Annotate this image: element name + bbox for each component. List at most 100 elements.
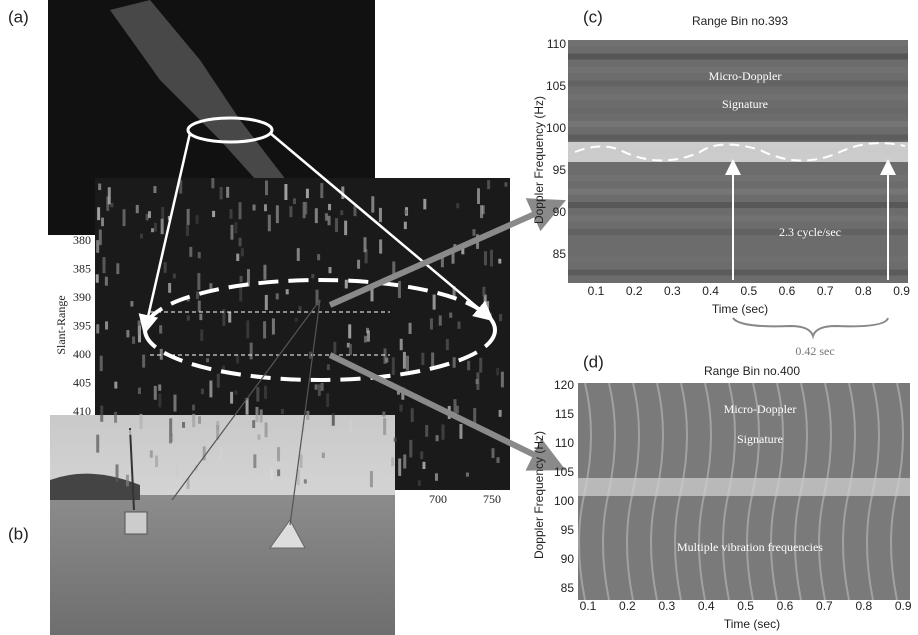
speckle [442,425,445,440]
speckle [255,407,258,422]
panel-label: (a) [8,7,29,26]
speckle [250,343,253,360]
speckle [479,358,482,373]
speckle [236,355,239,364]
x-tick-label: 0.2 [626,284,643,298]
band [568,40,908,46]
x-tick-label: 0.7 [817,284,834,298]
photo [50,415,395,635]
speckle [398,458,401,475]
speckle [105,277,108,286]
speckle [230,225,233,240]
speckle [160,349,163,360]
speckle [256,387,259,401]
speckle [404,222,407,229]
speckle [239,238,242,247]
speckle [315,384,318,389]
speckle [246,320,249,338]
speckle [326,393,329,407]
speckle [491,448,494,458]
speckle [220,187,223,199]
x-tick-label: 750 [483,492,501,506]
speckle [99,230,102,246]
y-tick-label: 95 [561,523,575,537]
speckle [430,318,433,329]
y-tick-label: 90 [553,205,567,219]
speckle [212,211,215,217]
y-tick-label: 115 [555,407,574,421]
speckle [446,339,449,350]
speckle [199,314,202,320]
speckle [108,187,111,204]
axis-label: Time (sec) [712,302,768,316]
speckle [487,180,490,189]
speckle [114,412,117,423]
figure: (a) (b) (c) (d) Slant-Range Range Bin no… [0,0,918,635]
speckle [382,412,385,417]
speckle [211,178,214,188]
speckle [142,355,145,368]
speckle [335,218,338,232]
speckle [484,251,487,265]
band [568,256,908,262]
speckle [289,206,292,217]
band [568,216,908,222]
speckle [197,273,200,290]
speckle [477,188,480,204]
speckle [140,234,143,239]
speckle [97,207,100,220]
x-tick-label: 0.1 [580,599,597,613]
speckle [379,239,382,253]
speckle [105,321,108,329]
speckle [498,259,501,264]
speckle [253,454,256,468]
speckle [322,453,325,458]
speckle [176,463,179,478]
speckle [433,295,436,310]
speckle [268,215,271,232]
band [568,243,908,249]
band [568,189,908,195]
y-tick-label: 90 [561,552,575,566]
x-tick-label: 0.5 [740,284,757,298]
x-tick-label: 0.1 [588,284,605,298]
annotation: Micro-Doppler [709,69,782,83]
speckle [270,468,273,480]
speckle [123,209,126,226]
speckle [116,464,119,482]
band [568,162,908,168]
y-tick-label: 120 [554,378,574,392]
speckle [140,414,143,429]
speckle [169,435,172,443]
speckle [110,203,113,207]
annotation: Micro-Doppler [724,402,797,416]
speckle [317,254,320,260]
speckle [206,358,209,362]
speckle [161,207,164,219]
axis-label: Doppler Frequency (Hz) [532,431,546,559]
speckle [333,342,336,354]
speckle [315,208,318,223]
speckle [327,364,330,370]
y-tick-label: 100 [554,494,574,508]
speckle [297,248,300,261]
speckle [357,260,360,269]
speckle [400,339,403,350]
speckle [383,418,386,435]
speckle [439,315,442,325]
speckle [241,248,244,256]
y-tick-label: 380 [73,233,91,247]
x-tick-label: 0.6 [777,599,794,613]
speckle [318,384,321,396]
speckle [349,419,352,433]
band [568,202,908,208]
y-tick-label: 85 [561,581,575,595]
speckle [101,218,104,227]
y-tick-label: 85 [553,247,567,261]
x-tick-label: 0.9 [893,284,910,298]
speckle [258,434,261,439]
speckle [98,184,101,191]
speckle [154,223,157,232]
speckle [217,374,220,388]
speckle [499,410,502,417]
